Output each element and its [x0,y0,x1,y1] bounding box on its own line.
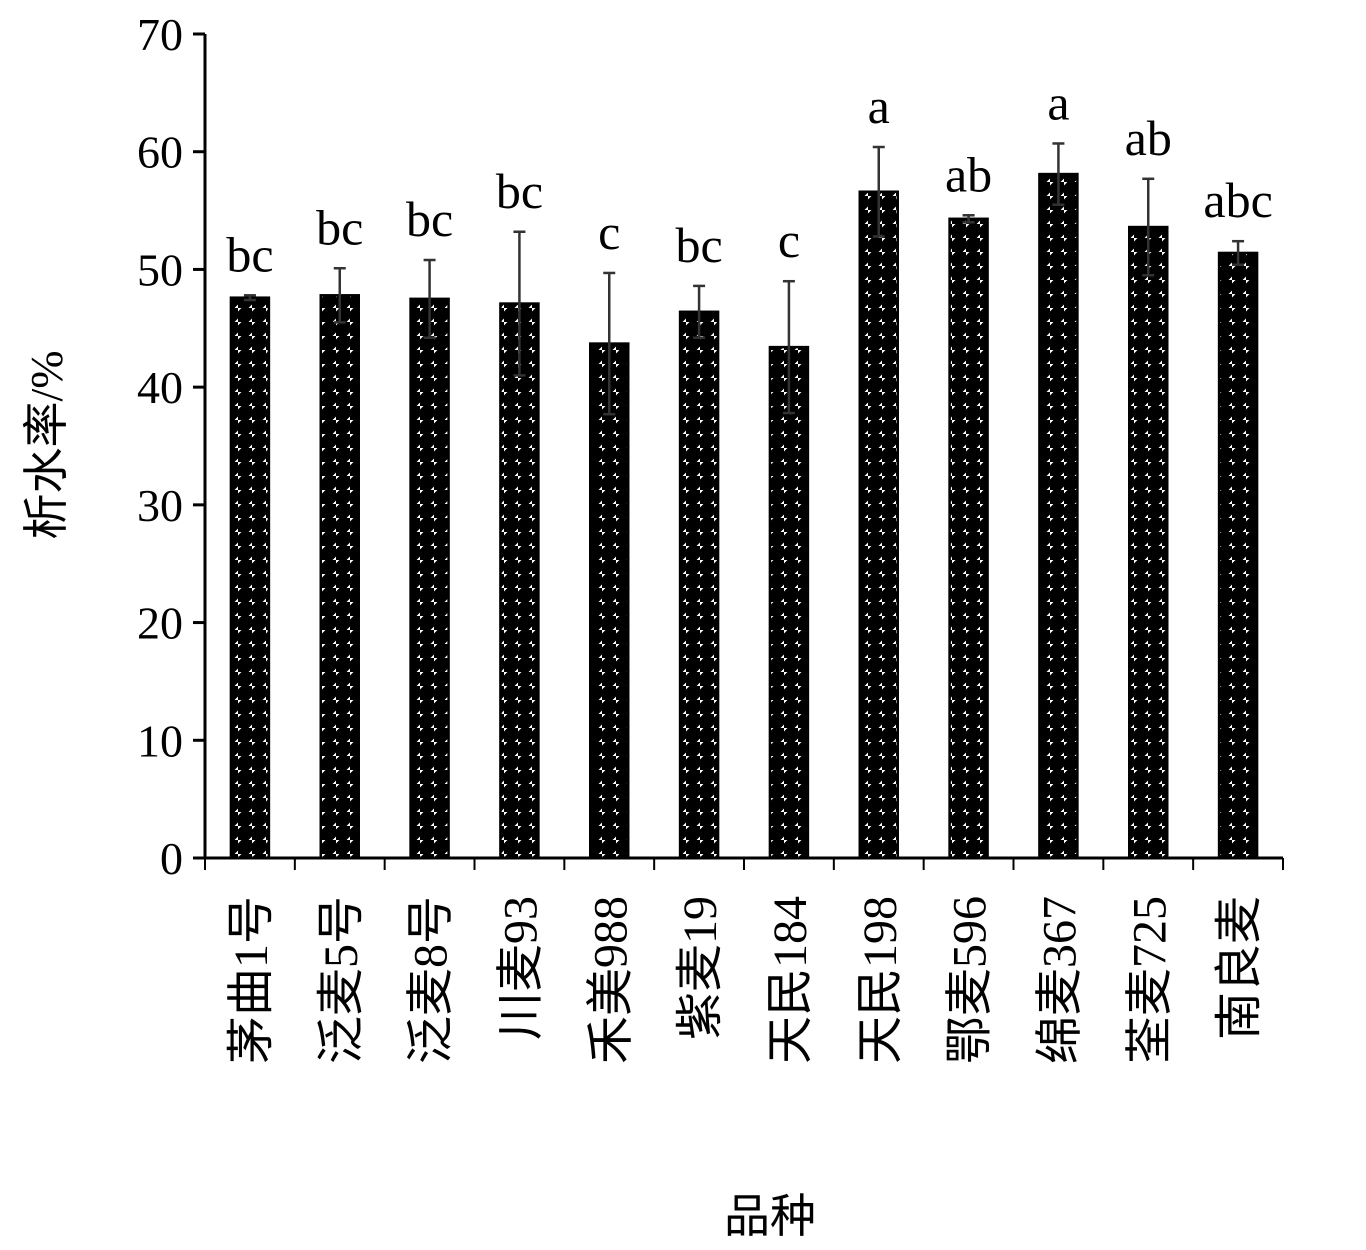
error-bar [962,214,975,224]
significance-label: bc [226,226,273,282]
bar [948,217,989,860]
significance-label: ab [1125,110,1172,166]
x-category-label: 川麦93 [494,896,547,1040]
bar [858,190,899,860]
error-bar [333,267,346,324]
error-bar [603,271,616,416]
y-tick-label: 10 [137,715,183,766]
x-axis: 茅曲1号 泛麦5号 泛麦8号 川麦93 禾美988 紫麦19 天民184 天民198 鄂麦596… [204,856,1284,1064]
significance-label: bc [316,199,363,255]
x-category-label: 南良麦 [1213,896,1266,1040]
error-bar [1052,142,1065,206]
x-axis-title: 品种 [724,1191,816,1242]
bar [229,296,271,860]
y-tick-label: 30 [137,480,183,531]
bar [1217,251,1259,860]
bar [678,310,720,860]
y-tick-label: 0 [160,833,183,884]
significance-label: bc [675,217,722,273]
significance-label: a [868,78,890,134]
x-category-label: 紫麦19 [674,896,727,1040]
error-bar [513,230,526,377]
error-bar [1142,177,1155,277]
bar [1038,172,1079,860]
y-tick-label: 60 [137,127,183,178]
bar [768,345,810,860]
significance-label: bc [496,163,543,219]
significance-label: c [598,204,620,260]
error-bar [872,145,885,238]
error-bar [1232,239,1245,266]
significance-label: c [778,212,800,268]
significance-label: ab [945,146,992,202]
y-tick-label: 40 [137,362,183,413]
bar [499,302,540,860]
bar [409,297,450,860]
error-bar [243,294,256,302]
y-axis: 0 10 20 30 40 50 60 70 [137,9,207,884]
bar [1128,225,1169,860]
error-bar [423,258,436,339]
x-category-label: 绵麦367 [1033,896,1086,1064]
significance-label: abc [1203,172,1272,228]
x-category-label: 天民184 [764,896,817,1064]
x-category-label: 天民198 [854,896,907,1064]
y-axis-title: 析水率/% [21,350,72,539]
error-bar [693,284,706,339]
significance-label: bc [406,191,453,247]
y-tick-label: 70 [137,9,183,60]
x-category-label: 禾美988 [584,896,637,1064]
bar [319,294,360,860]
y-tick-label: 50 [137,244,183,295]
x-category-label: 泛麦8号 [405,896,458,1064]
x-category-label: 泛麦5号 [315,896,368,1064]
error-bar [782,279,795,415]
x-category-label: 茅曲1号 [225,896,278,1064]
bar [589,342,630,860]
x-category-label: 鄂麦596 [944,896,997,1064]
x-category-label: 荃麦725 [1123,896,1176,1064]
significance-label: a [1047,74,1069,130]
y-tick-label: 20 [137,598,183,649]
